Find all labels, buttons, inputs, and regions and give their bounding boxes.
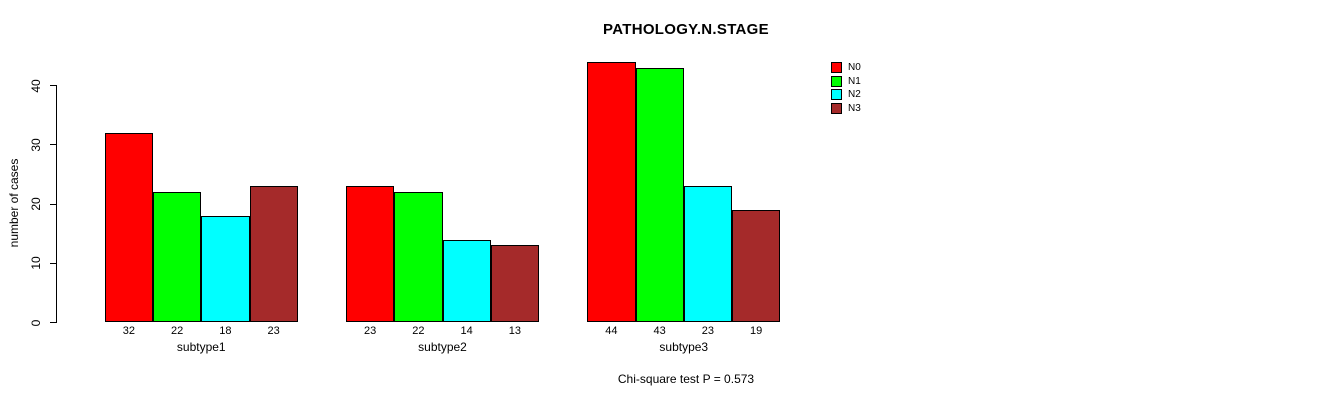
category-label-subtype3: subtype3 — [659, 340, 709, 354]
y-tick-label: 40 — [29, 78, 43, 93]
bar-value-label: 43 — [653, 325, 666, 337]
legend-label-N2: N2 — [848, 89, 861, 101]
y-axis-label: number of cases — [7, 158, 21, 248]
bar-subtype2-N0 — [346, 186, 395, 323]
y-tick-mark — [50, 262, 57, 264]
y-tick-label: 30 — [29, 138, 43, 152]
bar-value-label: 22 — [412, 325, 425, 337]
legend: N0 N1 N2 N3 — [831, 61, 861, 115]
y-tick-label: 10 — [29, 256, 43, 270]
bar-value-label: 19 — [750, 325, 763, 337]
bar-value-label: 18 — [219, 325, 232, 337]
bar-subtype1-N0 — [104, 132, 153, 323]
bar-value-label: 32 — [122, 325, 135, 337]
legend-label-N3: N3 — [848, 102, 861, 114]
y-tick-mark — [50, 144, 57, 146]
category-label-subtype2: subtype2 — [418, 340, 467, 354]
bar-subtype1-N1 — [153, 192, 202, 323]
bar-subtype2-N3 — [490, 245, 539, 323]
legend-row-N0: N0 — [831, 61, 861, 75]
bar-value-label: 23 — [364, 325, 377, 337]
legend-label-N1: N1 — [848, 75, 861, 87]
bar-value-label: 14 — [460, 325, 473, 337]
legend-label-N0: N0 — [848, 62, 861, 74]
chart-title: PATHOLOGY.N.STAGE — [603, 21, 769, 38]
legend-row-N3: N3 — [831, 102, 861, 116]
legend-swatch-N3 — [831, 102, 842, 114]
bar-value-label: 23 — [701, 325, 714, 337]
y-tick-label: 0 — [29, 319, 43, 326]
category-label-subtype1: subtype1 — [176, 340, 226, 354]
y-tick-mark — [50, 85, 57, 86]
bar-subtype3-N1 — [635, 67, 684, 323]
bar-subtype1-N2 — [201, 215, 250, 323]
legend-swatch-N2 — [831, 89, 842, 101]
y-tick-label: 20 — [29, 197, 43, 211]
bar-subtype2-N2 — [442, 239, 491, 323]
bar-subtype3-N2 — [683, 186, 732, 323]
legend-row-N2: N2 — [831, 88, 861, 102]
legend-swatch-N0 — [831, 62, 842, 74]
bar-value-label: 22 — [171, 325, 184, 337]
bar-value-label: 23 — [267, 325, 280, 337]
legend-row-N1: N1 — [831, 75, 861, 89]
bar-value-label: 13 — [508, 325, 521, 337]
y-tick-mark — [50, 322, 57, 323]
bar-subtype2-N1 — [394, 192, 443, 323]
bar-value-label: 44 — [605, 325, 618, 337]
bar-subtype1-N3 — [249, 186, 298, 323]
bar-subtype3-N3 — [732, 209, 781, 323]
chi-square-annotation: Chi-square test P = 0.573 — [617, 372, 755, 386]
legend-swatch-N1 — [831, 75, 842, 87]
y-tick-mark — [50, 203, 57, 205]
bar-subtype3-N0 — [587, 61, 636, 323]
